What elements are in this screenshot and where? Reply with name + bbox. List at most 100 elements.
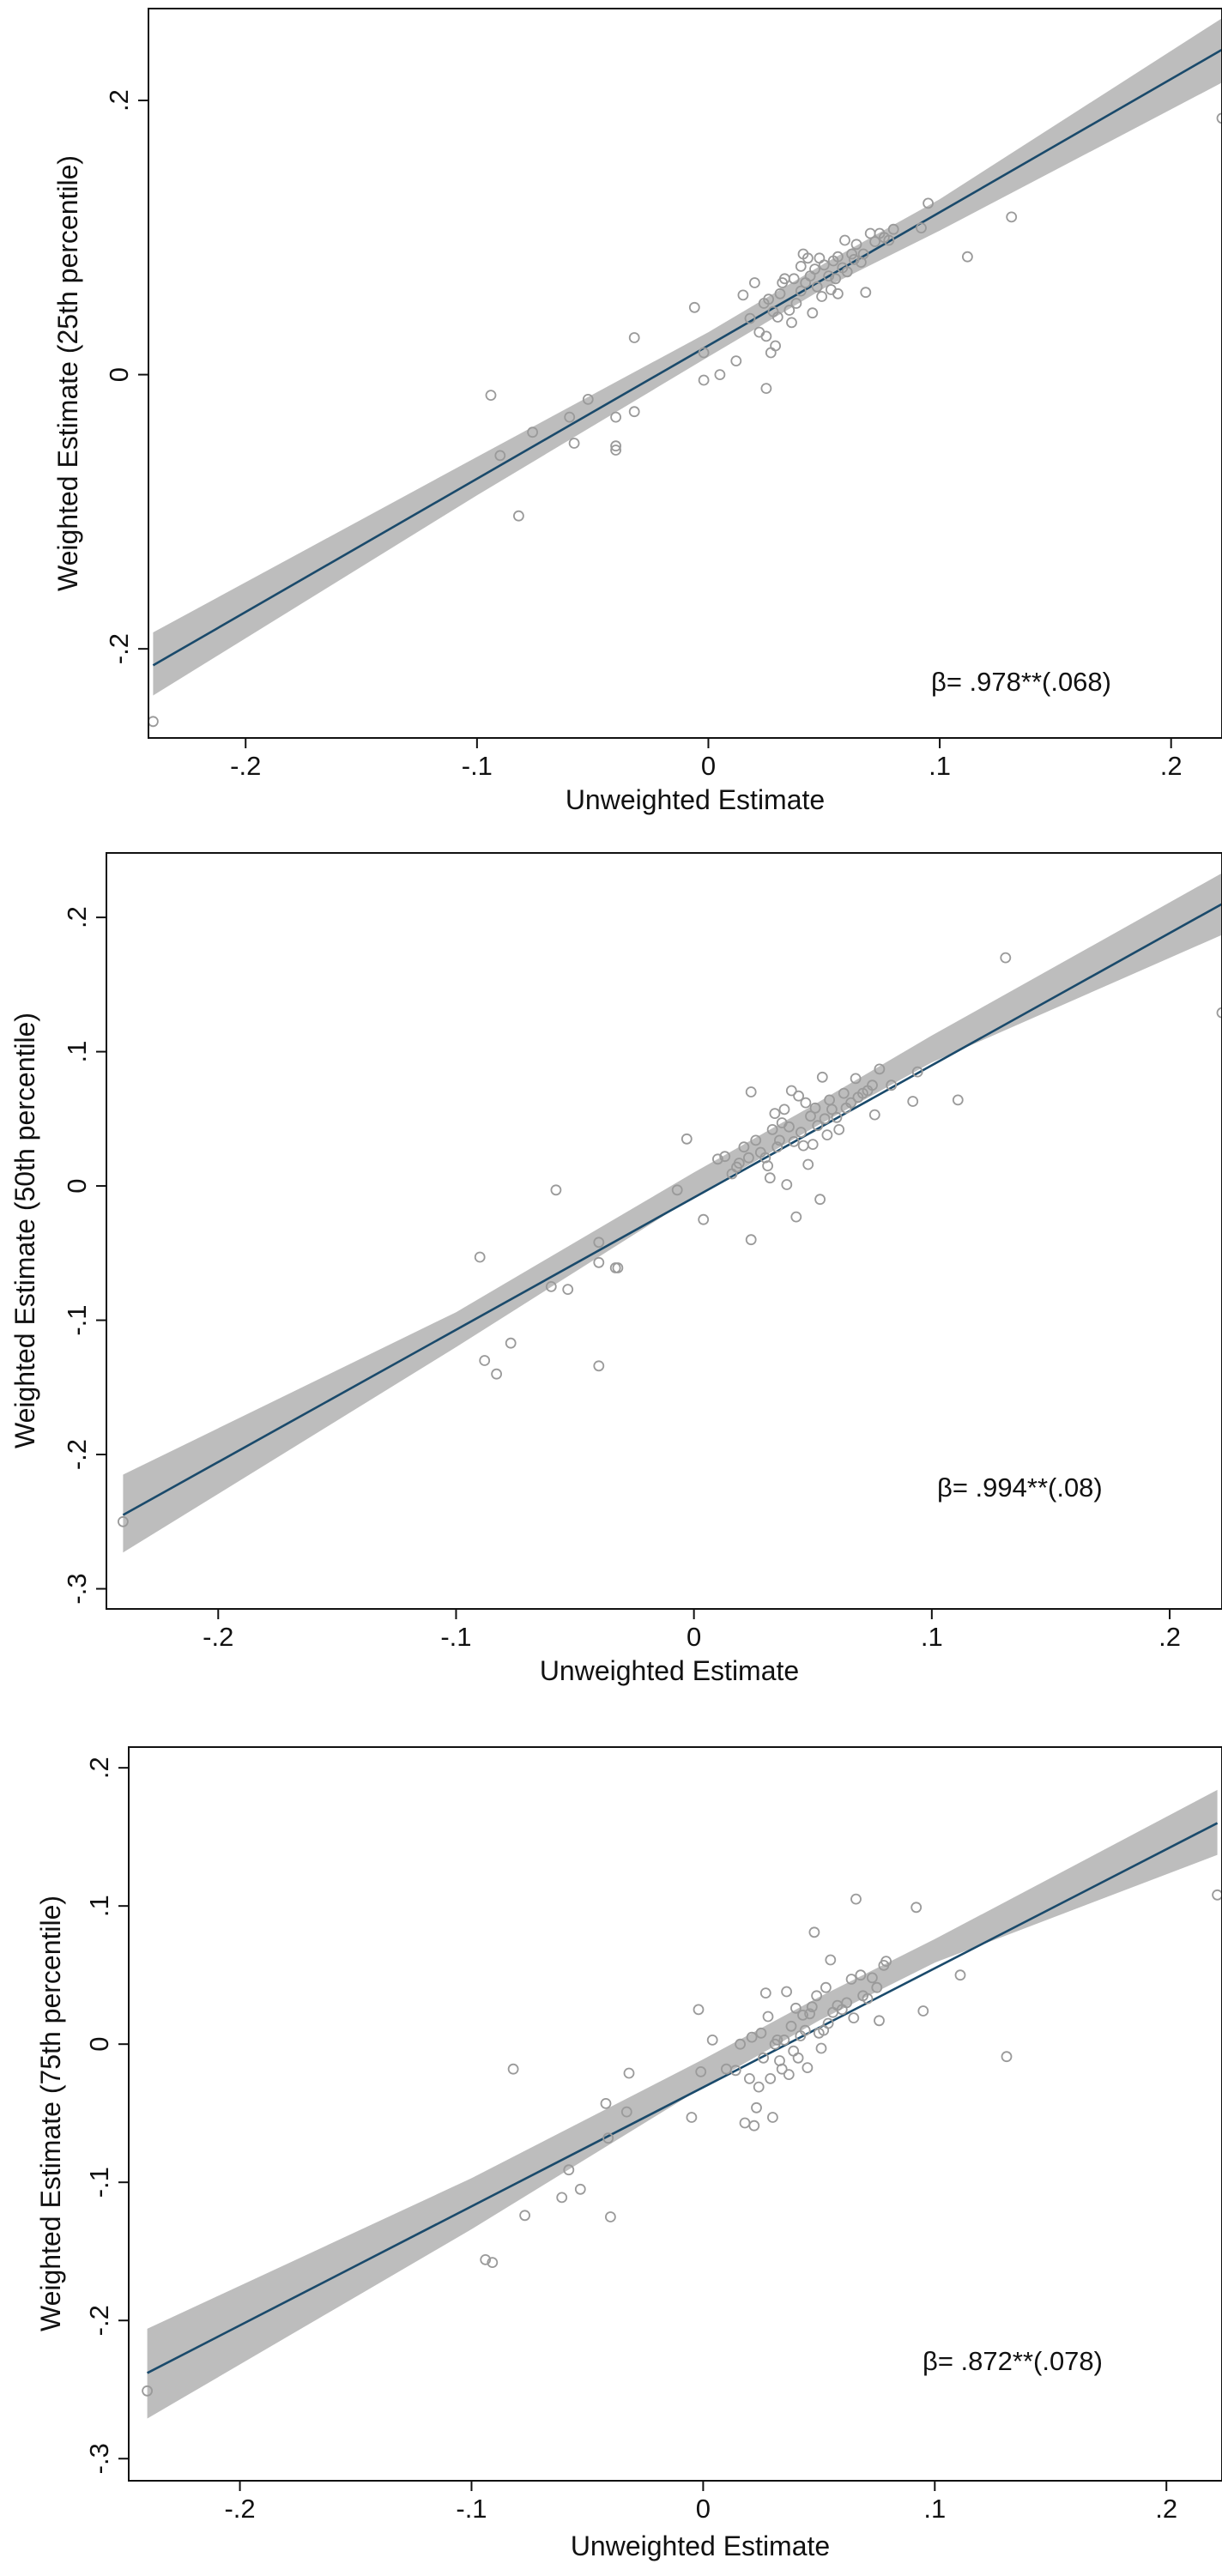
x-tick-label: -.1: [440, 1622, 471, 1652]
scatter-point: [868, 1109, 880, 1121]
scatter-point: [954, 1969, 966, 1981]
scatter-point: [550, 1184, 562, 1196]
scatter-point: [686, 2112, 698, 2123]
scatter-point: [719, 1151, 731, 1163]
scatter-point: [826, 1104, 838, 1116]
scatter-point: [1006, 211, 1018, 223]
scatter-point: [781, 1179, 793, 1190]
y-tick-label: -.2: [104, 633, 134, 664]
fit-line: [146, 1822, 1219, 2374]
scatter-point: [916, 222, 927, 234]
scatter-point: [698, 347, 710, 359]
beta-annotation: β= .872**(.078): [923, 2346, 1103, 2376]
scatter-point: [545, 1281, 557, 1292]
panel-75th-percentile: -.2 -.1 0 .1 .2 -.3 -.2 -.1 0 .1 .2 β= .872**(.078…: [35, 1746, 1222, 2561]
scatter-point: [695, 2065, 707, 2077]
scatter-point: [841, 266, 853, 278]
scatter-point: [507, 2063, 519, 2075]
scatter-point: [1000, 952, 1012, 964]
scatter-point: [688, 301, 700, 313]
scatter-point: [809, 1102, 821, 1114]
y-tick-label: -.1: [62, 1304, 92, 1335]
scatter-point: [790, 2002, 802, 2014]
scatter-point: [628, 332, 640, 343]
plot-area: [128, 1746, 1222, 2482]
scatter-point: [839, 234, 850, 246]
scatter-point: [513, 510, 524, 522]
scatter-point: [735, 2038, 746, 2050]
scatter-point: [778, 2034, 790, 2046]
scatter-point: [871, 1981, 883, 1993]
scatter-point: [767, 2112, 778, 2123]
scatter-point: [491, 1368, 502, 1380]
scatter-point: [805, 1110, 816, 1122]
scatter-point: [764, 1172, 776, 1184]
scatter-point: [832, 287, 844, 299]
scatter-point: [823, 270, 835, 282]
scatter-point: [494, 450, 506, 462]
beta-annotation: β= .978**(.068): [931, 667, 1111, 697]
scatter-point: [610, 411, 621, 423]
beta-annotation: β= .994**(.08): [937, 1472, 1103, 1503]
scatter-point: [812, 1120, 824, 1132]
scatter-point: [848, 253, 860, 265]
plot-clip-group: [117, 873, 1222, 1553]
scatter-point: [793, 1090, 804, 1102]
y-tick-label: -.3: [62, 1573, 92, 1604]
scatter-point: [745, 1234, 757, 1246]
scatter-point: [797, 2009, 808, 2021]
scatter-point: [759, 1987, 771, 1999]
scatter-point: [790, 1211, 802, 1223]
scatter-point: [807, 1139, 819, 1150]
scatter-point: [745, 1086, 757, 1098]
plot-area: [148, 8, 1222, 739]
scatter-point: [1001, 2051, 1013, 2063]
scatter-point: [788, 1136, 800, 1147]
scatter-point: [771, 1141, 783, 1153]
scatter-point: [712, 1153, 723, 1165]
scatter-point: [907, 1096, 919, 1107]
scatter-point: [698, 1213, 710, 1225]
y-axis-title: Weighted Estimate (75th percentile): [35, 1896, 66, 2331]
x-tick-label: .2: [1155, 2494, 1177, 2524]
scatter-point: [785, 1085, 797, 1097]
scatter-point: [816, 291, 827, 302]
x-tick-label: .1: [921, 1622, 943, 1652]
y-tick-label: .1: [84, 1895, 114, 1917]
scatter-point: [600, 2097, 612, 2109]
scatter-point: [855, 1969, 867, 1981]
scatter-point: [806, 2001, 818, 2013]
scatter-point: [862, 1992, 874, 2005]
x-tick-label: -.1: [462, 751, 493, 781]
x-tick-label: -.2: [224, 2494, 255, 2524]
y-axis-title: Weighted Estimate (50th percentile): [9, 1013, 40, 1448]
scatter-point: [825, 1954, 837, 1966]
scatter-point: [487, 2257, 499, 2269]
x-tick-label: .2: [1160, 751, 1183, 781]
scatter-point: [802, 1158, 814, 1170]
x-tick-label: 0: [696, 2494, 711, 2524]
scatter-point: [623, 2067, 635, 2079]
x-tick-label: 0: [687, 1622, 701, 1652]
scatter-point: [874, 1063, 886, 1075]
scatter-point: [887, 223, 899, 235]
scatter-point: [867, 1079, 878, 1091]
x-tick-label: .1: [923, 2494, 946, 2524]
x-axis-title: Unweighted Estimate: [540, 1655, 799, 1686]
scatter-point: [582, 393, 594, 405]
scatter-point: [568, 438, 580, 449]
scatter-point: [744, 312, 756, 324]
scatter-point: [776, 2063, 788, 2075]
scatter-point: [593, 1256, 605, 1268]
scatter-point: [681, 1133, 693, 1145]
scatter-point: [795, 285, 807, 297]
scatter-point: [848, 2012, 860, 2024]
scatter-point: [766, 1124, 778, 1135]
scatter-point: [743, 1152, 754, 1164]
confidence-band: [147, 1789, 1218, 2419]
scatter-point: [910, 1902, 923, 1914]
scatter-point: [750, 1134, 762, 1146]
scatter-point: [796, 1127, 807, 1138]
scatter-point: [755, 2027, 767, 2039]
scatter-point: [917, 2005, 929, 2017]
